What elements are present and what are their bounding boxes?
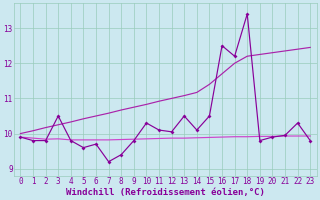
- X-axis label: Windchill (Refroidissement éolien,°C): Windchill (Refroidissement éolien,°C): [66, 188, 265, 197]
